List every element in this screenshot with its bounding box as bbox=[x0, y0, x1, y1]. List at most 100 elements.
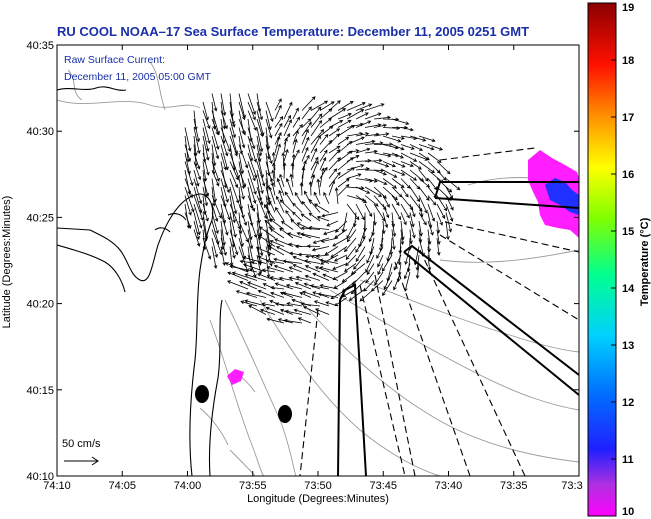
current-vector-arrow bbox=[220, 169, 230, 194]
current-vector-arrow bbox=[382, 203, 390, 219]
current-vector-arrow bbox=[211, 203, 219, 222]
current-vector-arrow bbox=[193, 127, 201, 155]
x-tick-label: 74:10 bbox=[43, 480, 71, 492]
current-vector-arrow bbox=[261, 268, 276, 273]
current-vector-arrow bbox=[267, 196, 276, 213]
current-vector-arrow bbox=[403, 263, 411, 280]
current-vector-arrow bbox=[377, 254, 384, 268]
current-vector-arrow bbox=[294, 191, 303, 205]
sst-patch-south-magenta bbox=[227, 369, 244, 385]
current-vector-arrow bbox=[364, 158, 383, 163]
current-vector-arrow bbox=[184, 212, 192, 229]
current-vector-arrow bbox=[269, 240, 285, 247]
current-vector-arrow bbox=[373, 169, 387, 176]
current-vector-arrow bbox=[211, 186, 216, 207]
current-vector-arrow bbox=[227, 280, 249, 290]
current-vector-arrow bbox=[320, 254, 339, 265]
current-vector-arrow bbox=[427, 220, 434, 236]
current-vector-arrow bbox=[274, 132, 282, 145]
current-vector-arrow bbox=[247, 110, 257, 131]
current-vector-arrow bbox=[346, 102, 366, 111]
current-vector-arrow bbox=[418, 212, 427, 226]
current-vector-arrow bbox=[337, 150, 353, 162]
current-vector-arrow bbox=[365, 254, 375, 273]
current-vector-arrow bbox=[312, 291, 330, 298]
current-vector-arrow bbox=[193, 229, 201, 247]
current-vector-arrow bbox=[293, 308, 312, 315]
current-vector-arrow bbox=[418, 135, 436, 143]
current-vector-arrow bbox=[265, 254, 271, 279]
current-vector-arrow bbox=[427, 144, 444, 151]
x-tick-label: 73:45 bbox=[369, 480, 397, 492]
current-vector-arrow bbox=[301, 121, 312, 137]
current-vector-arrow bbox=[193, 220, 200, 240]
current-vector-arrow bbox=[245, 291, 267, 298]
current-vector-arrow bbox=[374, 271, 384, 286]
current-vector-arrow bbox=[296, 232, 312, 239]
current-vector-arrow bbox=[256, 101, 263, 121]
current-vector-arrow bbox=[436, 195, 448, 212]
sst-patches bbox=[227, 150, 579, 385]
current-vector-arrow bbox=[400, 212, 407, 226]
current-vector-arrow bbox=[295, 275, 312, 281]
current-vector-arrow bbox=[240, 300, 258, 307]
current-vector-arrow bbox=[247, 152, 258, 179]
current-vector-arrow bbox=[270, 291, 285, 298]
current-vector-arrow bbox=[292, 255, 312, 264]
current-vector-arrow bbox=[269, 228, 285, 239]
current-vector-arrow bbox=[244, 299, 267, 307]
current-vector-arrow bbox=[382, 144, 399, 150]
current-vector-arrow bbox=[310, 147, 318, 162]
current-vector-arrow bbox=[391, 169, 406, 176]
current-vector-arrow bbox=[302, 290, 321, 298]
current-vector-arrow bbox=[211, 212, 219, 235]
current-vector-arrow bbox=[400, 178, 411, 189]
current-vector-arrow bbox=[302, 306, 321, 315]
current-vector-arrow bbox=[265, 306, 285, 315]
current-vector-arrow bbox=[279, 227, 294, 239]
current-vector-arrow bbox=[355, 103, 373, 111]
current-vector-arrow bbox=[292, 138, 298, 154]
current-vector-arrow bbox=[202, 135, 210, 161]
current-vector-arrow bbox=[256, 161, 266, 187]
y-axis-ticks: 40:35 40:30 40:25 40:20 40:15 40:10 bbox=[26, 40, 579, 483]
current-vector-arrow bbox=[265, 110, 272, 131]
current-vector-arrow bbox=[247, 212, 258, 239]
current-vector-arrow bbox=[328, 128, 341, 137]
current-vector-arrow bbox=[202, 152, 210, 176]
current-vector-arrow bbox=[256, 135, 263, 157]
y-axis-label: Latitude (Degrees:Minutes) bbox=[1, 196, 13, 329]
current-vector-arrow bbox=[297, 317, 312, 324]
current-vector-arrow bbox=[316, 215, 330, 222]
current-vector-arrow bbox=[283, 318, 303, 324]
current-vector-arrow bbox=[445, 178, 461, 191]
current-vector-arrow bbox=[337, 184, 350, 196]
current-vector-arrow bbox=[355, 112, 369, 120]
current-vector-arrow bbox=[202, 186, 209, 207]
current-vector-arrow bbox=[355, 158, 372, 163]
current-vector-arrow bbox=[310, 135, 321, 154]
current-vector-arrow bbox=[364, 203, 373, 218]
current-vector-arrow bbox=[400, 127, 414, 132]
current-vector-arrow bbox=[238, 203, 248, 226]
current-vector-arrow bbox=[285, 283, 303, 290]
x-tick-label: 74:00 bbox=[174, 480, 202, 492]
current-vector-arrow bbox=[193, 169, 200, 187]
x-tick-label: 73:55 bbox=[239, 480, 267, 492]
current-vector-arrow bbox=[418, 169, 429, 182]
current-vector-arrow bbox=[238, 144, 249, 169]
colorbar-tick-label: 13 bbox=[622, 340, 634, 352]
current-vector-arrow bbox=[238, 101, 246, 121]
current-vector-arrow bbox=[273, 264, 294, 273]
current-vector-arrow bbox=[337, 119, 352, 128]
current-vector-arrow bbox=[436, 212, 443, 226]
current-vector-arrow bbox=[202, 127, 210, 152]
current-vector-arrow bbox=[281, 152, 286, 171]
current-vector-arrow bbox=[279, 199, 294, 213]
map-background bbox=[57, 45, 579, 476]
current-vector-arrow bbox=[427, 186, 438, 199]
current-vector-arrow bbox=[220, 178, 229, 203]
current-vector-arrow bbox=[193, 152, 201, 170]
current-vector-arrow bbox=[299, 181, 304, 196]
current-vector-arrow bbox=[391, 229, 396, 251]
